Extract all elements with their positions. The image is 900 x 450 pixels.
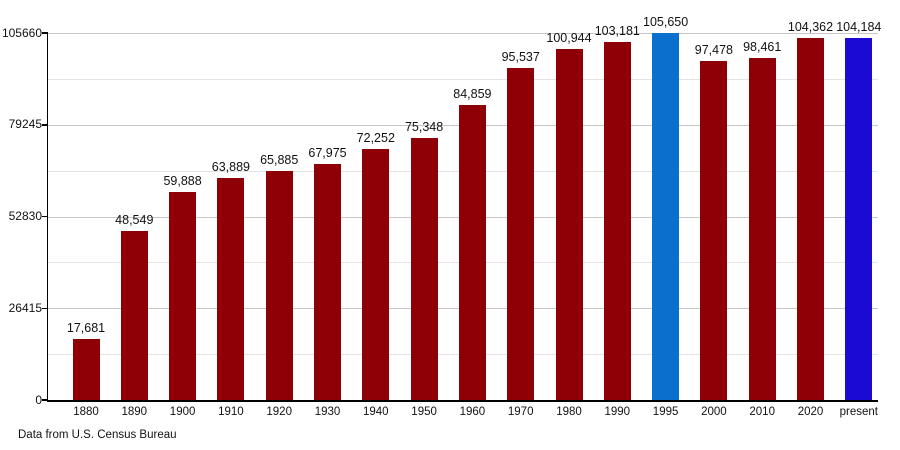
bar-value-label: 65,885	[260, 153, 299, 168]
y-tick-mark	[42, 399, 48, 401]
x-tick-label: 1980	[556, 406, 582, 418]
bar-1995	[652, 33, 680, 400]
bar-1930	[314, 163, 341, 400]
bar-present	[845, 38, 873, 400]
bar-value-label: 97,478	[694, 43, 733, 58]
y-tick-label: 0	[35, 392, 42, 407]
bar-value-label: 48,549	[115, 213, 154, 228]
x-tick-label: 1880	[73, 406, 99, 418]
bar-2000	[700, 61, 728, 400]
y-gridline-minor	[48, 78, 878, 80]
bar-2010	[748, 58, 776, 400]
x-tick-label: 1890	[121, 406, 148, 418]
bar-value-label: 63,889	[211, 160, 250, 175]
bar-1910	[217, 178, 245, 400]
x-tick-label: 2000	[701, 406, 727, 418]
bar-value-label: 59,888	[163, 173, 202, 188]
bar-1950	[410, 138, 438, 400]
y-tick-label: 79245	[8, 117, 42, 132]
bar-value-label: 98,461	[743, 40, 782, 54]
bar-1980	[555, 49, 583, 400]
bar-1940	[362, 149, 390, 400]
bar-1900	[169, 191, 197, 400]
bar-value-label: 17,681	[66, 320, 106, 335]
bar-1920	[265, 171, 293, 400]
x-tick-label: 1990	[604, 406, 631, 418]
x-tick-label: 1930	[314, 406, 341, 418]
y-tick-label: 52830	[8, 209, 42, 223]
x-tick-label: present	[839, 406, 878, 418]
x-axis-line	[46, 399, 878, 402]
y-tick-label: 105660	[1, 25, 42, 40]
bar-value-label: 104,362	[787, 19, 834, 34]
bar-value-label: 84,859	[453, 87, 492, 102]
bar-1970	[507, 68, 535, 400]
y-gridline-major	[48, 33, 878, 34]
bar-value-label: 72,252	[356, 131, 395, 146]
bar-value-label: 67,975	[308, 145, 347, 160]
x-tick-label: 1995	[652, 406, 679, 418]
bar-value-label: 103,181	[594, 23, 640, 38]
bar-value-label: 104,184	[836, 20, 882, 35]
x-tick-label: 2020	[797, 406, 824, 418]
data-source-note: Data from U.S. Census Bureau	[18, 429, 177, 441]
x-tick-label: 1910	[218, 406, 244, 418]
y-tick-mark	[42, 32, 48, 34]
bar-value-label: 95,537	[501, 50, 540, 65]
y-tick-label: 26415	[8, 300, 42, 315]
bar-value-label: 105,650	[643, 15, 689, 30]
bar-1990	[603, 41, 631, 400]
bar-value-label: 100,944	[546, 31, 592, 46]
bar-1960	[458, 105, 486, 400]
x-tick-label: 1940	[363, 406, 389, 418]
bar-2020	[797, 37, 824, 400]
bar-1890	[120, 231, 148, 400]
y-tick-mark	[42, 124, 48, 126]
bar-value-label: 75,348	[404, 120, 444, 135]
x-tick-label: 1920	[266, 406, 292, 418]
x-tick-label: 1970	[507, 406, 534, 418]
x-tick-label: 2010	[749, 406, 775, 418]
x-tick-label: 1960	[459, 406, 486, 418]
bar-1880	[72, 338, 100, 400]
x-tick-label: 1950	[411, 406, 437, 418]
y-tick-mark	[42, 307, 48, 309]
x-tick-label: 1900	[169, 406, 196, 418]
y-tick-mark	[42, 215, 48, 218]
